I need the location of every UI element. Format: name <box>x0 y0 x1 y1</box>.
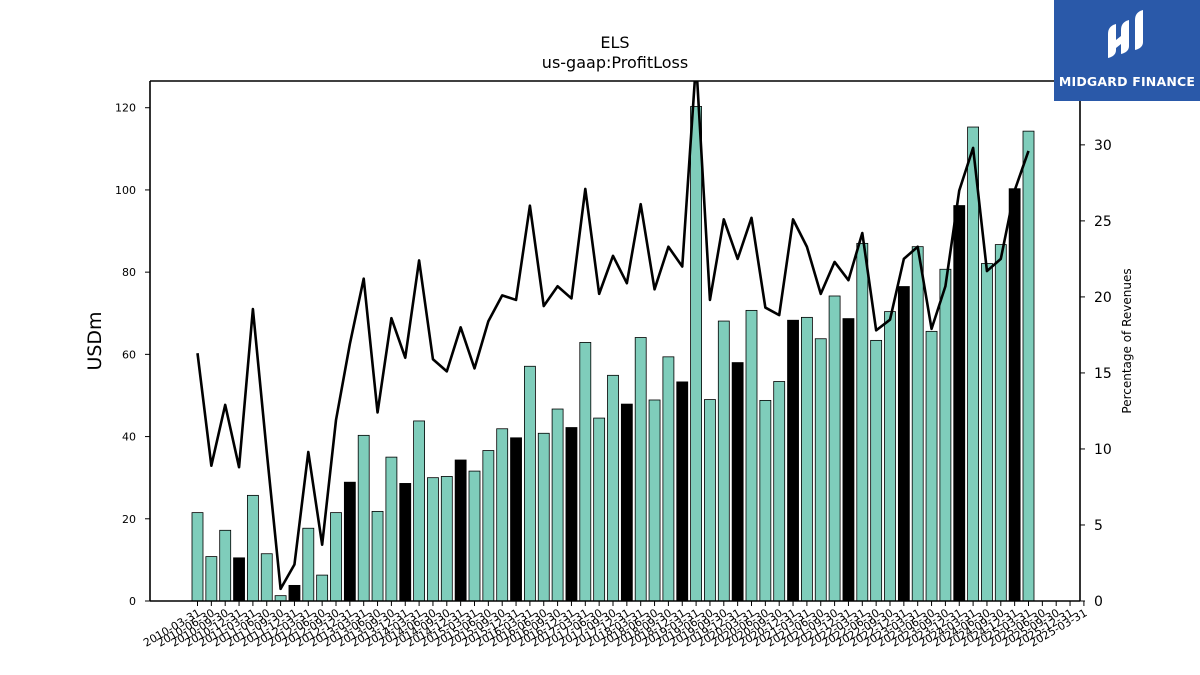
bar-quarter <box>690 106 702 602</box>
bar-annual <box>897 286 910 602</box>
y-tick-label: 20 <box>122 513 136 526</box>
bar-annual <box>953 205 966 602</box>
bar-quarter <box>634 337 647 602</box>
bar-quarter <box>468 470 481 602</box>
bar-quarter <box>579 342 592 602</box>
y-tick-label: 0 <box>129 595 136 608</box>
bar-quarter <box>413 420 426 602</box>
bar-quarter <box>496 428 509 602</box>
bar-quarter <box>773 381 786 602</box>
bar-quarter <box>925 330 938 602</box>
bar-quarter <box>911 246 924 602</box>
y-tick-label: 100 <box>115 184 136 197</box>
y-axis-label: USDm <box>84 311 106 370</box>
chart-title: ELS <box>600 33 629 52</box>
bar-annual <box>288 584 301 602</box>
bar-quarter <box>856 242 869 602</box>
y-tick-label: 60 <box>122 348 136 361</box>
bar-quarter <box>274 595 287 602</box>
bar-quarter <box>994 244 1007 602</box>
bar-quarter <box>330 512 342 602</box>
brand-name: MIDGARD FINANCE <box>1058 74 1196 89</box>
chart-subtitle: us-gaap:ProfitLoss <box>542 53 688 72</box>
bar-quarter <box>482 450 495 602</box>
y-right-tick-label: 0 <box>1094 594 1103 610</box>
y-tick-label: 40 <box>122 431 136 444</box>
bar-quarter <box>371 510 384 602</box>
bar-quarter <box>191 512 204 602</box>
bar-annual <box>565 427 578 602</box>
axes-layer: 0204060801001200510152025302010-03-31201… <box>115 80 1112 650</box>
bar-quarter <box>662 356 675 602</box>
percentage-line <box>196 81 1030 591</box>
bar-annual <box>510 437 522 602</box>
y-right-tick-label: 10 <box>1094 442 1112 458</box>
y-tick-label: 80 <box>122 266 136 279</box>
bar-annual <box>731 362 744 602</box>
y-tick-label: 120 <box>115 102 136 115</box>
bar-quarter <box>246 494 259 602</box>
bar-quarter <box>551 408 564 602</box>
y-right-tick-label: 5 <box>1094 518 1103 534</box>
bars-layer <box>191 106 1035 602</box>
bar-quarter <box>648 399 661 602</box>
bar-annual <box>1008 188 1021 602</box>
bar-annual <box>343 481 356 602</box>
bar-quarter <box>981 263 993 602</box>
bar-annual <box>787 319 799 602</box>
bar-quarter <box>302 527 315 602</box>
bar-quarter <box>967 126 979 602</box>
y-right-tick-label: 25 <box>1094 214 1112 230</box>
bar-quarter <box>593 417 606 602</box>
y-axis-right-label: Percentage of Revenues <box>1120 268 1134 413</box>
bar-quarter <box>440 476 453 602</box>
bar-annual <box>233 557 245 602</box>
bar-quarter <box>219 529 232 602</box>
bar-quarter <box>316 574 329 602</box>
bar-quarter <box>385 456 398 602</box>
bar-annual <box>454 459 467 602</box>
bar-quarter <box>260 553 273 602</box>
y-right-tick-label: 20 <box>1094 290 1112 306</box>
bar-quarter <box>1022 130 1035 602</box>
bar-quarter <box>828 295 841 602</box>
bar-quarter <box>427 477 439 602</box>
bar-quarter <box>870 339 883 602</box>
line-layer <box>196 81 1030 591</box>
bar-quarter <box>717 320 730 602</box>
brand-mark-icon <box>1108 10 1143 58</box>
bar-quarter <box>884 311 896 602</box>
bar-quarter <box>524 365 536 602</box>
bar-quarter <box>939 268 952 602</box>
bar-quarter <box>801 316 813 602</box>
bar-quarter <box>704 399 716 602</box>
brand-logo: MIDGARD FINANCE <box>1054 0 1200 101</box>
bar-quarter <box>759 399 772 602</box>
bar-quarter <box>745 309 758 602</box>
bar-annual <box>842 318 855 602</box>
bar-quarter <box>814 338 827 602</box>
bar-annual <box>676 381 689 602</box>
bar-quarter <box>205 556 218 602</box>
bar-quarter <box>357 434 370 602</box>
y-right-tick-label: 30 <box>1094 138 1112 154</box>
bar-quarter <box>537 432 550 602</box>
y-right-tick-label: 15 <box>1094 366 1112 382</box>
bar-annual <box>620 403 633 602</box>
bar-annual <box>399 483 412 602</box>
bar-quarter <box>607 374 619 602</box>
